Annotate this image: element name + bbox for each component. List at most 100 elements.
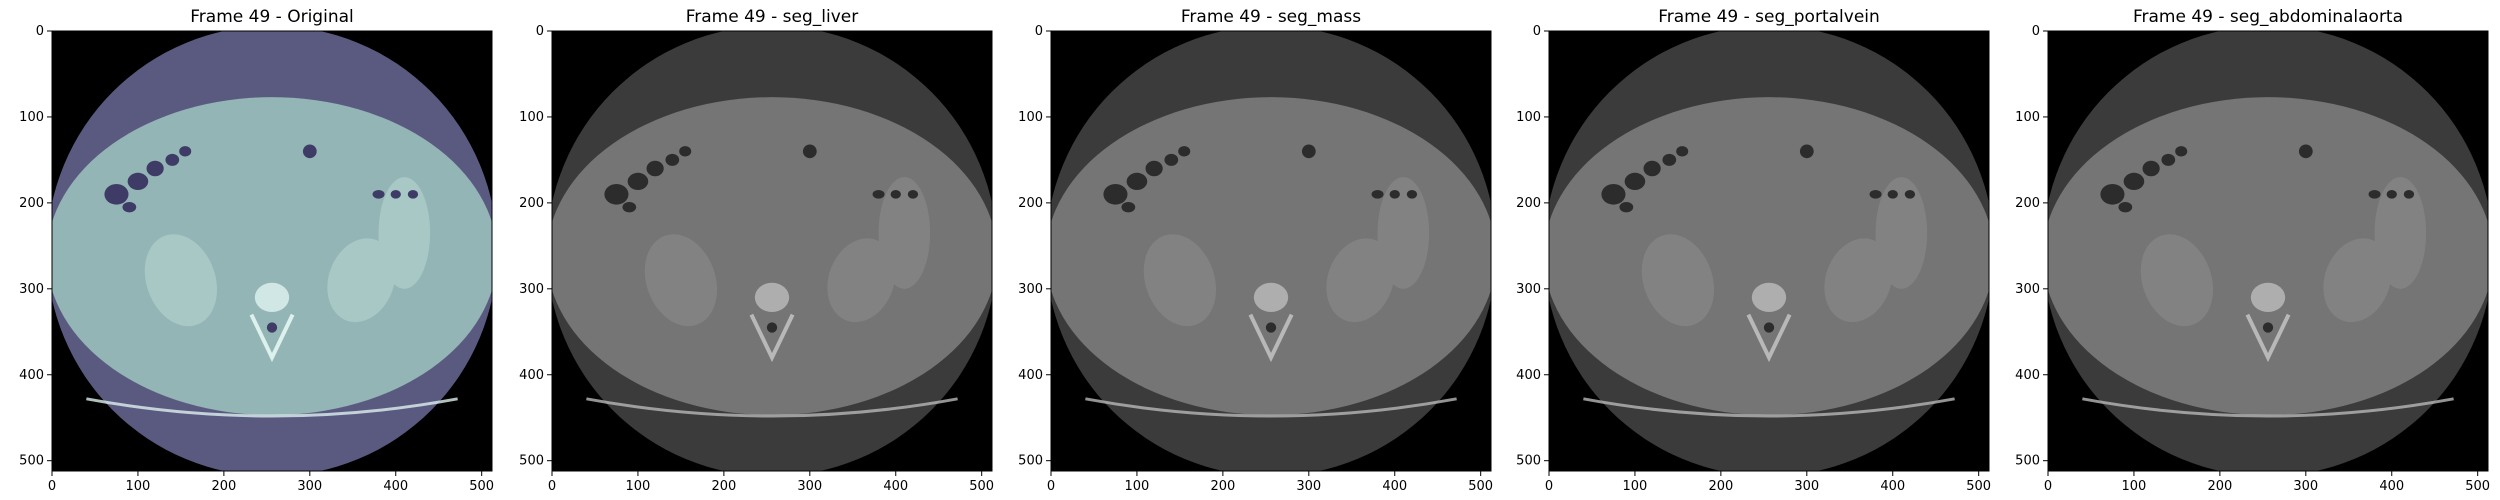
axes-frame	[1050, 30, 1492, 472]
left-kidney	[2323, 238, 2392, 323]
ct-image	[2048, 31, 2488, 471]
y-tick-label: 300	[1018, 282, 1043, 297]
bowel-gas	[1126, 172, 1148, 190]
panel-title: Frame 49 - seg_abdominalaorta	[2133, 7, 2403, 27]
x-tick-label: 400	[383, 479, 408, 494]
bowel-gas	[1869, 189, 1882, 199]
bowel-gas	[302, 144, 317, 159]
left-kidney	[827, 238, 896, 323]
y-tick-label: 500	[2015, 454, 2040, 469]
x-tick-label: 500	[469, 479, 494, 494]
vertebral-body	[2250, 282, 2286, 313]
table-line	[1583, 397, 1955, 418]
y-tick-label: 100	[1018, 110, 1043, 125]
x-tick-label: 500	[969, 479, 994, 494]
y-tick-label: 0	[1035, 24, 1043, 39]
bowel-gas	[1103, 183, 1128, 205]
x-tick-label: 400	[883, 479, 908, 494]
axes-frame	[51, 30, 493, 472]
right-kidney	[1641, 234, 1715, 327]
bowel-gas	[679, 146, 692, 157]
bowel-gas	[1619, 202, 1634, 213]
body-outline	[2048, 97, 2488, 416]
x-tick-label: 300	[2293, 479, 2318, 494]
x-tick-label: 0	[2044, 479, 2052, 494]
bowel-gas	[2100, 183, 2125, 205]
y-tick-label: 400	[519, 368, 544, 383]
y-tick-label: 0	[1533, 24, 1541, 39]
y-tick-label: 100	[2015, 110, 2040, 125]
y-tick-label: 100	[519, 110, 544, 125]
bowel-gas	[622, 202, 637, 213]
spleen	[878, 177, 931, 289]
x-tick-label: 500	[1966, 479, 1991, 494]
panel-3: Frame 49 - seg_mass 0 100 200 300 400 500 0 100 2…	[1018, 7, 1493, 494]
panel-title: Frame 49 - seg_mass	[1181, 7, 1361, 27]
y-tick-label: 500	[519, 454, 544, 469]
bowel-gas	[146, 160, 164, 177]
y-tick-label: 300	[1516, 282, 1541, 297]
x-tick-label: 200	[1210, 479, 1235, 494]
table-line	[1085, 397, 1457, 418]
spinous-process	[1746, 313, 1792, 363]
bowel-gas	[2403, 189, 2415, 199]
y-tick-label: 400	[1516, 368, 1541, 383]
y-tick-label: 200	[2015, 196, 2040, 211]
table-line	[86, 397, 458, 418]
bowel-gas	[907, 189, 919, 199]
panel-2: Frame 49 - seg_liver 0 100 200 300 400 500 0 100…	[519, 7, 994, 494]
x-tick-label: 400	[2379, 479, 2404, 494]
y-tick-label: 100	[1516, 110, 1541, 125]
bowel-gas	[1643, 160, 1661, 177]
bowel-gas	[165, 153, 180, 166]
x-tick-label: 400	[1880, 479, 1905, 494]
ct-image	[552, 31, 992, 471]
panel-1: Frame 49 - Original 0 100 200 300 400 500 0 100 2…	[19, 7, 494, 494]
bowel-gas	[104, 183, 129, 205]
bowel-gas	[2161, 153, 2176, 166]
x-tick-label: 500	[1468, 479, 1493, 494]
bowel-gas	[2123, 172, 2145, 190]
bowel-gas	[890, 189, 901, 199]
x-tick-label: 200	[2207, 479, 2232, 494]
y-tick-label: 0	[36, 24, 44, 39]
spinous-process	[249, 313, 295, 363]
x-tick-label: 100	[1623, 479, 1648, 494]
vertebral-body	[254, 282, 290, 313]
bowel-gas	[665, 153, 680, 166]
x-tick-label: 0	[1047, 479, 1055, 494]
panel-title: Frame 49 - seg_portalvein	[1658, 7, 1880, 27]
y-tick-label: 300	[19, 282, 44, 297]
bowel-gas	[604, 183, 629, 205]
bowel-gas	[1887, 189, 1898, 199]
y-tick-label: 400	[1018, 368, 1043, 383]
spleen	[1377, 177, 1430, 289]
bowel-gas	[1389, 189, 1400, 199]
vertebral-body	[1751, 282, 1787, 313]
panel-title: Frame 49 - seg_liver	[686, 7, 859, 27]
x-tick-label: 100	[2122, 479, 2147, 494]
left-kidney	[1824, 238, 1893, 323]
panel-title: Frame 49 - Original	[190, 7, 353, 27]
vertebral-body	[754, 282, 790, 313]
bowel-gas	[1799, 144, 1814, 159]
bowel-gas	[627, 172, 649, 190]
y-tick-label: 0	[536, 24, 544, 39]
bowel-gas	[1121, 202, 1136, 213]
bowel-gas	[2298, 144, 2313, 159]
bowel-gas	[122, 202, 137, 213]
bowel-gas	[2142, 160, 2160, 177]
spinal-canal	[1265, 322, 1277, 333]
x-tick-label: 200	[711, 479, 736, 494]
y-tick-label: 300	[2015, 282, 2040, 297]
bowel-gas	[2386, 189, 2397, 199]
table-line	[2082, 397, 2454, 418]
x-tick-label: 200	[1708, 479, 1733, 494]
bowel-gas	[1904, 189, 1916, 199]
bowel-gas	[1406, 189, 1418, 199]
y-tick-label: 0	[2032, 24, 2040, 39]
spinal-canal	[766, 322, 778, 333]
body-outline	[52, 97, 492, 416]
x-tick-label: 0	[1545, 479, 1553, 494]
